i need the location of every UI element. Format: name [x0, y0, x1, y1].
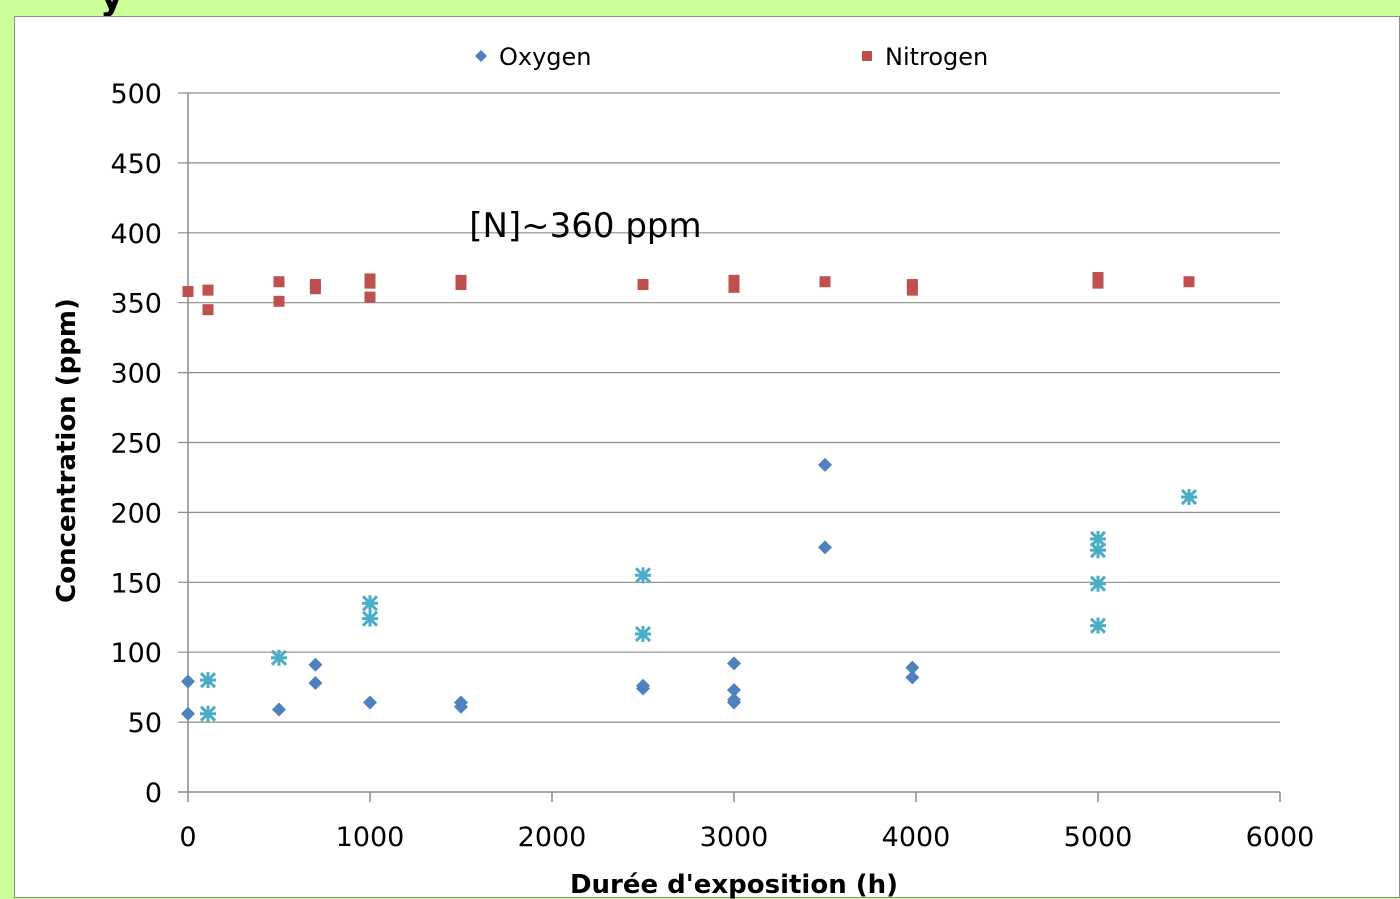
x-axis-title: Durée d'exposition (h) — [570, 870, 898, 899]
oxygen-measured-point — [270, 649, 288, 666]
legend-marker — [862, 51, 872, 61]
scatter-chart: 0 50 100 150 200 250 300 350 400 450 500 0 1000 2000… — [52, 43, 1314, 899]
nitrogen-point — [202, 304, 214, 316]
oxygen-point — [818, 540, 832, 555]
nitrogen-point — [1092, 277, 1104, 289]
nitrogen-point — [309, 283, 321, 295]
y-tick-labels: 0 50 100 150 200 250 300 350 400 450 500 — [110, 79, 162, 809]
legend-item: Oxygen — [475, 43, 592, 71]
y-tick-label: 350 — [110, 289, 162, 320]
axes — [178, 93, 1281, 802]
oxygen-measured-point — [1089, 575, 1107, 592]
y-tick-label: 250 — [110, 429, 162, 460]
nitrogen-point — [637, 279, 649, 291]
legend-label: Nitrogen — [885, 43, 988, 71]
x-tick-label: 0 — [179, 822, 196, 853]
nitrogen-point — [364, 277, 376, 289]
legend: Oxygen Nitrogen — [475, 43, 988, 71]
y-tick-label: 0 — [145, 778, 162, 809]
nitrogen-point — [728, 281, 740, 293]
oxygen-point — [727, 682, 741, 697]
nitrogen-point — [1092, 272, 1104, 284]
y-tick-label: 300 — [110, 359, 162, 390]
nitrogen-point — [819, 276, 831, 288]
oxygen-point — [272, 702, 286, 717]
oxygen-measured-point — [199, 672, 217, 689]
header-fragment: y — [100, 0, 123, 16]
x-tick-label: 1000 — [336, 822, 405, 853]
oxygen-measured-point — [361, 595, 379, 612]
oxygen-measured-point — [634, 567, 652, 584]
y-tick-label: 100 — [110, 638, 162, 669]
legend-item: Nitrogen — [862, 43, 988, 71]
chart-frame: 0 50 100 150 200 250 300 350 400 450 500 0 1000 2000… — [14, 16, 1400, 899]
x-tick-label: 3000 — [700, 822, 769, 853]
oxygen-measured-point — [1089, 542, 1107, 559]
oxygen-measured-point — [199, 705, 217, 722]
legend-marker — [475, 50, 487, 62]
nitrogen-point — [1183, 276, 1195, 288]
oxygen-point — [181, 706, 195, 721]
oxygen-point — [181, 674, 195, 689]
nitrogen-point — [906, 284, 918, 296]
y-tick-label: 400 — [110, 219, 162, 250]
oxygen-measured-point — [1089, 617, 1107, 634]
annotation-text: [N]~360 ppm — [469, 206, 701, 246]
oxygen-point — [727, 695, 741, 710]
oxygen-point — [818, 457, 832, 472]
oxygen-point — [454, 699, 468, 714]
nitrogen-point — [273, 276, 285, 288]
oxygen-point — [905, 670, 920, 685]
oxygen-point — [308, 657, 323, 672]
oxygen-measured-point — [1180, 488, 1198, 506]
oxygen-point — [363, 695, 377, 710]
legend-label: Oxygen — [499, 43, 592, 71]
x-tick-label: 6000 — [1246, 822, 1315, 853]
y-tick-label: 450 — [110, 149, 162, 180]
y-axis-title: Concentration (ppm) — [52, 298, 82, 603]
oxygen-point — [727, 656, 741, 671]
y-tick-label: 200 — [110, 498, 162, 529]
nitrogen-point — [202, 284, 214, 296]
nitrogen-point — [455, 279, 467, 291]
y-tick-label: 150 — [110, 568, 162, 599]
oxygen-measured-point — [361, 610, 379, 627]
nitrogen-point — [273, 295, 285, 307]
nitrogen-point — [728, 274, 740, 286]
gridlines — [178, 92, 1280, 723]
nitrogen-point — [182, 286, 194, 298]
y-tick-label: 500 — [110, 79, 162, 110]
nitrogen-point — [906, 279, 918, 291]
x-tick-label: 2000 — [518, 822, 587, 853]
oxygen-point — [308, 675, 323, 690]
x-tick-label: 4000 — [882, 822, 951, 853]
y-tick-label: 50 — [128, 708, 162, 739]
oxygen-point — [905, 660, 920, 675]
oxygen-point — [636, 681, 650, 696]
data-points — [181, 272, 1198, 722]
oxygen-measured-point — [634, 625, 652, 643]
x-tick-labels: 0 1000 2000 3000 4000 5000 6000 — [179, 822, 1314, 853]
nitrogen-point — [364, 291, 376, 303]
x-tick-label: 5000 — [1064, 822, 1133, 853]
